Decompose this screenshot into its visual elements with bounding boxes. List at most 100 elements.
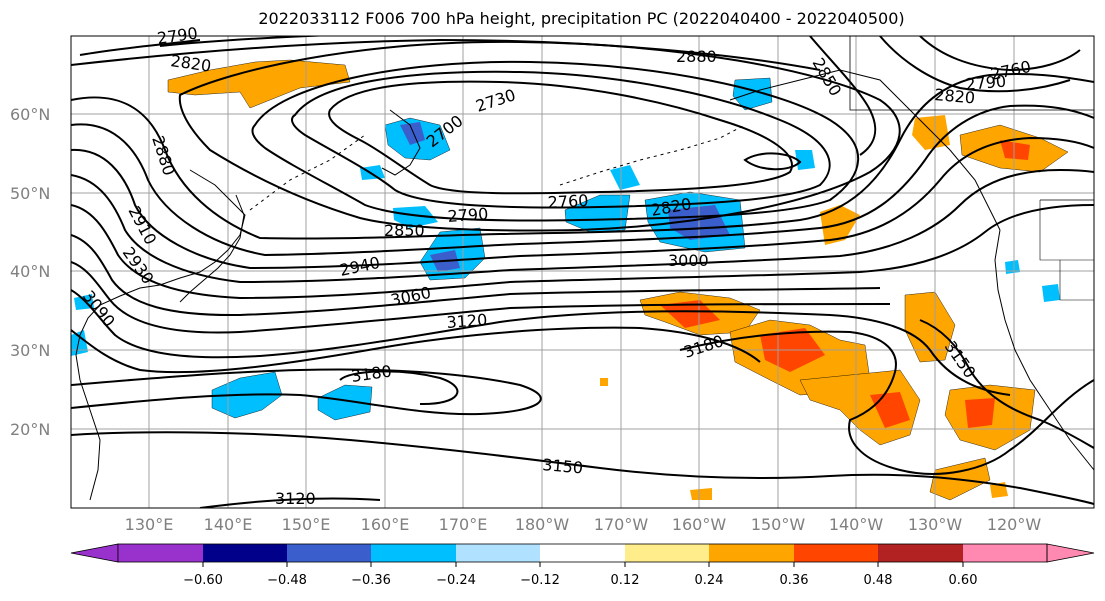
contour-line: [71, 204, 1094, 300]
colorbar-tick-label: −0.12: [520, 573, 560, 588]
contour-line: [71, 261, 891, 334]
us-states: [1039, 200, 1094, 301]
contour-line: [71, 368, 542, 416]
gridlines: [71, 36, 1094, 508]
precip-area: [1005, 260, 1020, 274]
coastline-japan: [179, 194, 245, 303]
contour-label: 2820: [934, 85, 976, 107]
contour-line: [879, 36, 1081, 93]
colorbar-swatch: [287, 544, 371, 562]
colorbar-frame: [117, 543, 1048, 563]
colorbar-swatch: [963, 544, 1047, 562]
lon-label: 130°W: [908, 515, 963, 534]
colorbar-high-extend: [1046, 543, 1095, 563]
colorbar-swatch: [625, 544, 709, 562]
contour-line: [71, 38, 821, 71]
contour-line: [71, 326, 761, 374]
contour-line: [71, 289, 1011, 396]
precip-area: [965, 398, 995, 428]
coastlines: [75, 36, 1094, 501]
precip-area: [564, 194, 631, 233]
colorbar-tick-label: 0.36: [780, 573, 809, 588]
colorbar-tick-label: −0.36: [351, 573, 391, 588]
colorbar-tick-label: −0.24: [436, 573, 476, 588]
colorbar-swatch: [794, 544, 878, 562]
lat-label: 40°N: [10, 262, 50, 281]
lat-label: 50°N: [10, 184, 50, 203]
colorbar-tick-label: −0.60: [183, 573, 223, 588]
lon-label: 170°E: [439, 515, 488, 534]
colorbar-swatch: [203, 544, 287, 562]
precip-area: [660, 300, 720, 328]
precip-area: [610, 165, 640, 190]
lon-label: 170°W: [594, 515, 649, 534]
kuril-islands: [249, 134, 366, 211]
lon-label: 180°W: [515, 515, 570, 534]
colorbar-swatch: [878, 544, 963, 562]
colorbar-swatch: [371, 544, 456, 562]
lon-label: 140°E: [204, 515, 253, 534]
contour-label: 2790: [965, 72, 1007, 94]
contour-line: [291, 70, 831, 209]
precip-positive-areas: [167, 59, 1069, 501]
precip-area: [690, 488, 712, 500]
precip-area: [600, 378, 608, 386]
contour-line: [71, 73, 1094, 240]
map-title: 2022033112 F006 700 hPa height, precipit…: [258, 9, 905, 28]
colorbar-tick-label: 0.24: [695, 573, 724, 588]
canada-border: [849, 36, 1094, 201]
precip-area: [317, 384, 373, 421]
precip-area: [393, 206, 438, 228]
lon-label: 160°E: [361, 515, 410, 534]
contour-line: [199, 497, 381, 508]
lon-label: 140°W: [829, 515, 884, 534]
lat-label: 20°N: [10, 420, 50, 439]
precip-area: [360, 165, 385, 180]
contour-label: 2760: [547, 191, 589, 212]
contour-line: [71, 136, 1094, 270]
precip-area: [400, 122, 425, 145]
precip-area: [1000, 140, 1030, 160]
colorbar-low-extend: [70, 543, 119, 563]
lon-label: 150°E: [282, 515, 331, 534]
contour-line: [71, 234, 881, 317]
lon-label: 150°W: [751, 515, 806, 534]
contour-label: 3000: [668, 251, 709, 270]
contour-line: [79, 36, 332, 56]
contour-label: 2880: [676, 47, 717, 66]
precip-area: [795, 150, 815, 170]
lon-label: 130°E: [125, 515, 174, 534]
colorbar-swatch: [709, 544, 794, 562]
colorbar-tick-label: 0.48: [864, 573, 893, 588]
coastline-kamchatka: [381, 109, 421, 176]
lon-label: 160°W: [672, 515, 727, 534]
contour-line: [71, 168, 1094, 284]
map-frame: [70, 35, 1095, 509]
contour-line: [251, 60, 860, 222]
colorbar: −0.60 −0.48 −0.36 −0.24 −0.12 0.12 0.24 …: [70, 543, 1095, 588]
height-contours: [71, 36, 1094, 508]
contour-line: [339, 370, 459, 406]
contour-line: [809, 36, 877, 156]
lat-label: 30°N: [10, 341, 50, 360]
contour-label: 2850: [384, 221, 425, 240]
colorbar-swatch: [118, 544, 203, 562]
contour-label: 3150: [542, 455, 584, 477]
colorbar-ticks: [202, 562, 964, 567]
contour-label: 3120: [446, 310, 488, 332]
contour-line: [743, 152, 802, 171]
contour-line: [328, 80, 793, 195]
contour-label: 2790: [447, 204, 489, 226]
contour-line: [919, 319, 1094, 449]
precip-area: [732, 77, 773, 111]
latitude-labels: 60°N 50°N 40°N 30°N 20°N: [10, 105, 50, 439]
contour-label: 3120: [275, 489, 316, 508]
contour-line: [679, 330, 1094, 475]
colorbar-swatch: [540, 544, 625, 562]
lat-label: 60°N: [10, 105, 50, 124]
colorbar-tick-label: 0.60: [949, 573, 978, 588]
colorbar-tick-label: 0.12: [611, 573, 640, 588]
aleutians: [559, 124, 746, 186]
colorbar-swatch: [456, 544, 540, 562]
contour-line: [71, 104, 1094, 257]
